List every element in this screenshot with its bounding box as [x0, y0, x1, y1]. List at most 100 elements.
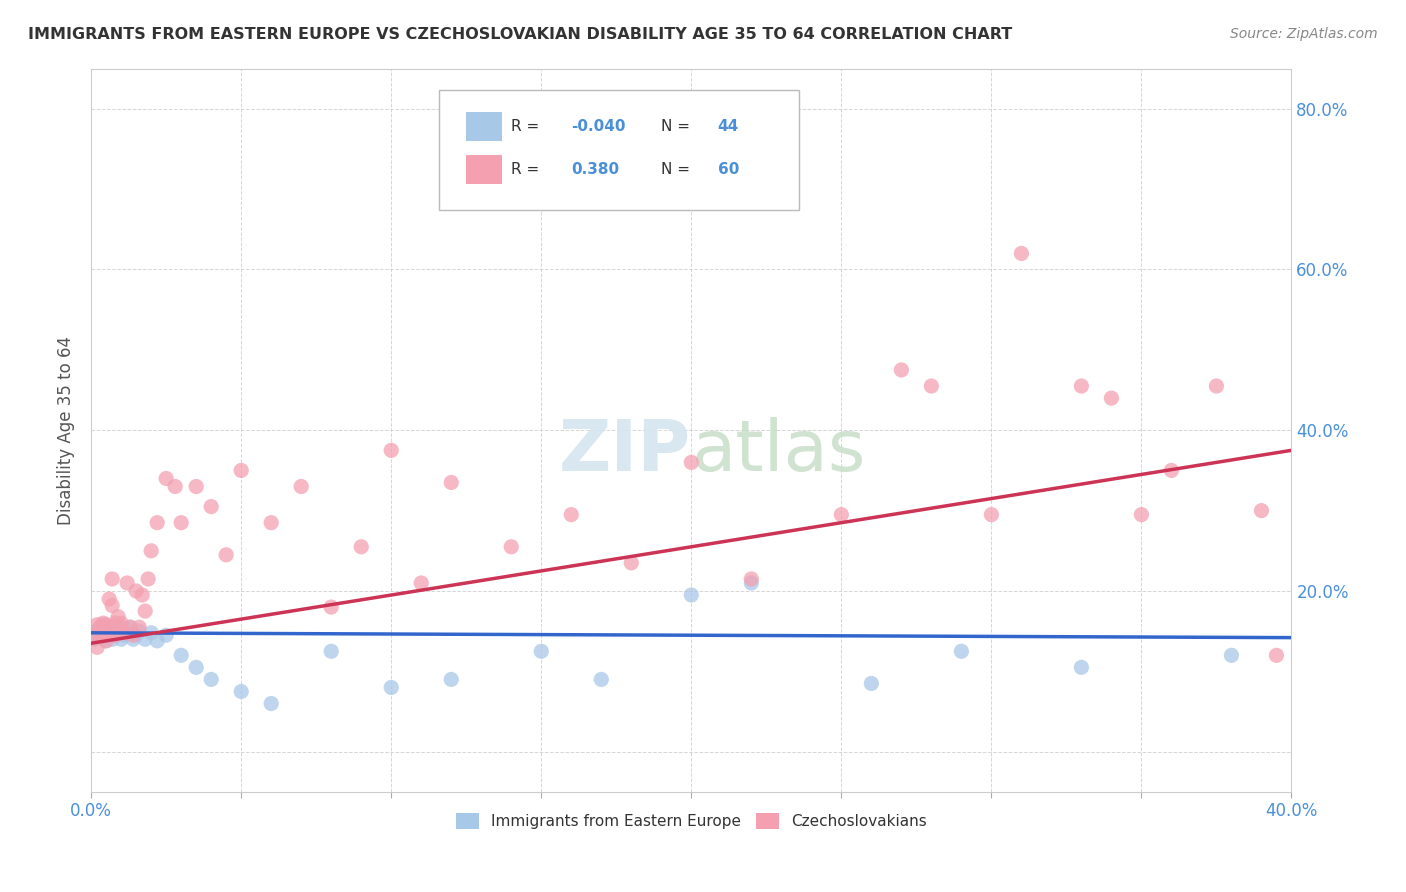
Point — [98, 628, 121, 642]
Point — [128, 620, 150, 634]
Point — [560, 508, 582, 522]
FancyBboxPatch shape — [439, 90, 800, 210]
Point — [91, 625, 114, 640]
Point — [89, 620, 111, 634]
Point — [186, 660, 208, 674]
Point — [260, 697, 283, 711]
Point — [120, 620, 142, 634]
Point — [131, 588, 153, 602]
Point — [128, 624, 150, 639]
Point — [860, 676, 883, 690]
Point — [96, 617, 118, 632]
FancyBboxPatch shape — [465, 112, 502, 141]
Point — [101, 599, 124, 613]
Point — [86, 628, 108, 642]
Point — [1205, 379, 1227, 393]
Point — [89, 628, 111, 642]
Point — [411, 576, 433, 591]
Point — [440, 673, 463, 687]
Legend: Immigrants from Eastern Europe, Czechoslovakians: Immigrants from Eastern Europe, Czechosl… — [450, 806, 934, 835]
Point — [89, 620, 111, 634]
Point — [101, 620, 124, 634]
Point — [740, 572, 762, 586]
Point — [98, 592, 121, 607]
Point — [1265, 648, 1288, 663]
Point — [110, 616, 132, 631]
Point — [165, 479, 187, 493]
Text: atlas: atlas — [692, 417, 866, 486]
Point — [83, 628, 105, 642]
Point — [125, 628, 148, 642]
Point — [96, 633, 118, 648]
Point — [321, 600, 343, 615]
Text: -0.040: -0.040 — [571, 119, 626, 134]
Point — [380, 681, 402, 695]
Point — [115, 625, 138, 640]
Point — [200, 500, 222, 514]
Point — [101, 572, 124, 586]
Point — [231, 684, 253, 698]
Point — [134, 632, 156, 647]
Point — [186, 479, 208, 493]
Point — [136, 572, 159, 586]
Point — [141, 625, 163, 640]
Point — [91, 616, 114, 631]
Point — [260, 516, 283, 530]
Point — [530, 644, 553, 658]
Point — [134, 604, 156, 618]
Point — [86, 624, 108, 639]
Point — [110, 620, 132, 634]
Text: 60: 60 — [717, 162, 740, 178]
Point — [96, 623, 118, 637]
Text: N =: N = — [661, 162, 695, 178]
Point — [86, 640, 108, 655]
Point — [125, 584, 148, 599]
Point — [1220, 648, 1243, 663]
Point — [110, 632, 132, 647]
Point — [120, 620, 142, 634]
Point — [141, 544, 163, 558]
Point — [321, 644, 343, 658]
FancyBboxPatch shape — [465, 155, 502, 185]
Point — [104, 628, 127, 642]
Point — [91, 617, 114, 632]
Point — [1160, 463, 1182, 477]
Point — [101, 632, 124, 647]
Point — [83, 632, 105, 647]
Text: N =: N = — [661, 119, 695, 134]
Point — [98, 625, 121, 640]
Point — [110, 625, 132, 640]
Point — [1070, 379, 1092, 393]
Text: Source: ZipAtlas.com: Source: ZipAtlas.com — [1230, 27, 1378, 41]
Point — [146, 633, 169, 648]
Point — [146, 516, 169, 530]
Point — [920, 379, 942, 393]
Point — [1099, 391, 1122, 405]
Point — [1130, 508, 1153, 522]
Point — [591, 673, 613, 687]
Point — [200, 673, 222, 687]
Point — [115, 576, 138, 591]
Point — [104, 616, 127, 631]
Point — [1010, 246, 1032, 260]
Point — [122, 628, 145, 642]
Point — [1070, 660, 1092, 674]
Point — [91, 631, 114, 645]
Point — [501, 540, 523, 554]
Point — [830, 508, 852, 522]
Point — [620, 556, 643, 570]
Point — [98, 625, 121, 640]
Point — [681, 455, 703, 469]
Text: ZIP: ZIP — [560, 417, 692, 486]
Text: 44: 44 — [717, 119, 740, 134]
Point — [890, 363, 912, 377]
Point — [1250, 503, 1272, 517]
Point — [380, 443, 402, 458]
Point — [681, 588, 703, 602]
Text: R =: R = — [512, 119, 544, 134]
Point — [170, 648, 193, 663]
Point — [107, 609, 129, 624]
Point — [86, 617, 108, 632]
Point — [112, 625, 135, 640]
Point — [231, 463, 253, 477]
